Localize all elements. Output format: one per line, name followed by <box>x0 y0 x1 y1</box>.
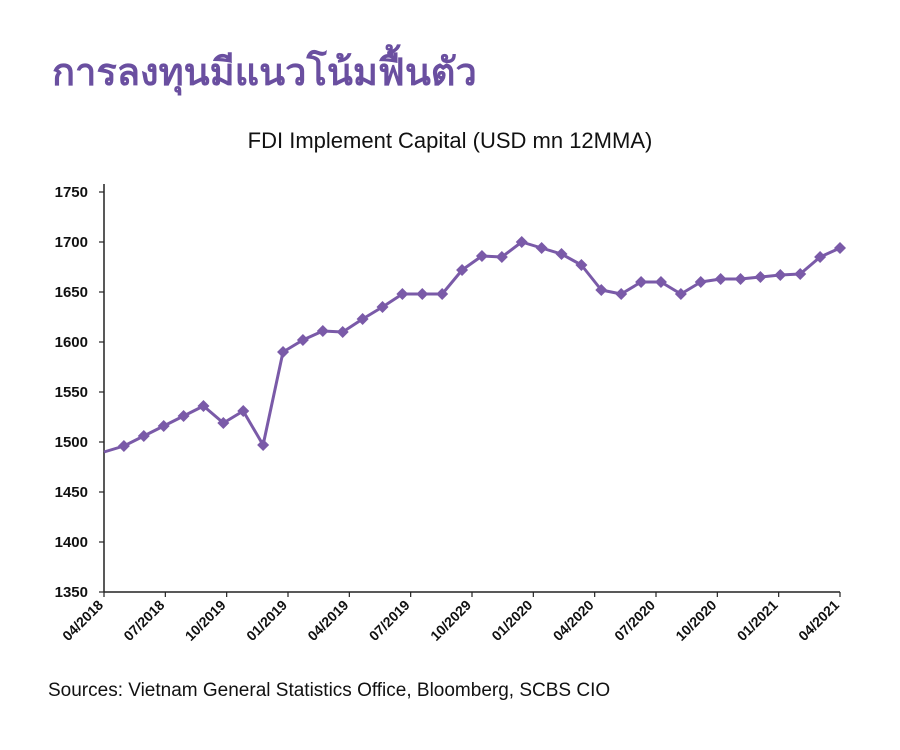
data-point <box>814 251 827 263</box>
data-point <box>734 273 747 285</box>
data-point <box>635 276 648 288</box>
data-point <box>774 269 787 281</box>
data-point <box>515 236 528 248</box>
data-point <box>277 346 290 358</box>
data-point <box>694 276 707 288</box>
y-tick-label: 1550 <box>55 384 88 401</box>
data-point <box>336 326 349 338</box>
x-tick-label: 07/2019 <box>366 597 413 644</box>
data-point <box>316 325 329 337</box>
data-point <box>177 410 190 422</box>
data-point <box>475 250 488 262</box>
y-tick-label: 1450 <box>55 484 88 501</box>
data-point <box>197 400 210 412</box>
x-tick-label: 04/2020 <box>550 597 597 644</box>
data-point <box>296 334 309 346</box>
y-tick-label: 1750 <box>55 184 88 201</box>
chart-title: FDI Implement Capital (USD mn 12MMA) <box>247 128 653 153</box>
data-point <box>674 288 687 300</box>
data-point <box>416 288 429 300</box>
data-point <box>356 313 369 325</box>
data-point <box>376 301 389 313</box>
data-point <box>654 276 667 288</box>
x-tick-label: 10/2019 <box>182 597 229 644</box>
y-tick-label: 1700 <box>55 234 88 251</box>
x-tick-label: 07/2020 <box>611 597 658 644</box>
data-point <box>137 430 150 442</box>
data-point <box>237 405 250 417</box>
source-note: Sources: Vietnam General Statistics Offi… <box>48 680 611 701</box>
data-point <box>615 288 628 300</box>
data-point <box>595 284 608 296</box>
x-tick-label: 04/2018 <box>59 597 106 644</box>
x-tick-label: 01/2020 <box>488 597 535 644</box>
data-point <box>257 439 270 451</box>
y-tick-label: 1500 <box>55 434 88 451</box>
data-point <box>117 440 130 452</box>
x-tick-label: 07/2018 <box>120 597 167 644</box>
data-point <box>456 264 469 276</box>
data-point <box>754 271 767 283</box>
y-tick-label: 1400 <box>55 534 88 551</box>
data-point <box>495 251 508 263</box>
data-point <box>555 248 568 260</box>
data-point <box>436 288 449 300</box>
data-point <box>575 259 588 271</box>
data-point <box>794 268 807 280</box>
y-tick-label: 1350 <box>55 584 88 601</box>
x-tick-label: 10/2020 <box>672 597 719 644</box>
x-tick-label: 04/2021 <box>795 597 842 644</box>
x-tick-label: 04/2019 <box>304 597 351 644</box>
x-tick-label: 01/2019 <box>243 597 290 644</box>
y-tick-label: 1650 <box>55 284 88 301</box>
x-tick-label: 10/2029 <box>427 597 474 644</box>
data-point <box>834 242 846 254</box>
x-tick-label: 01/2021 <box>734 597 781 644</box>
data-point <box>157 420 170 432</box>
y-tick-label: 1600 <box>55 334 88 351</box>
data-point <box>217 417 230 429</box>
data-point <box>535 242 548 254</box>
series-line <box>103 240 841 454</box>
headline: การลงทุนมีแนวโน้มฟื้นตัว <box>52 50 477 94</box>
data-point <box>714 273 727 285</box>
data-point <box>396 288 409 300</box>
